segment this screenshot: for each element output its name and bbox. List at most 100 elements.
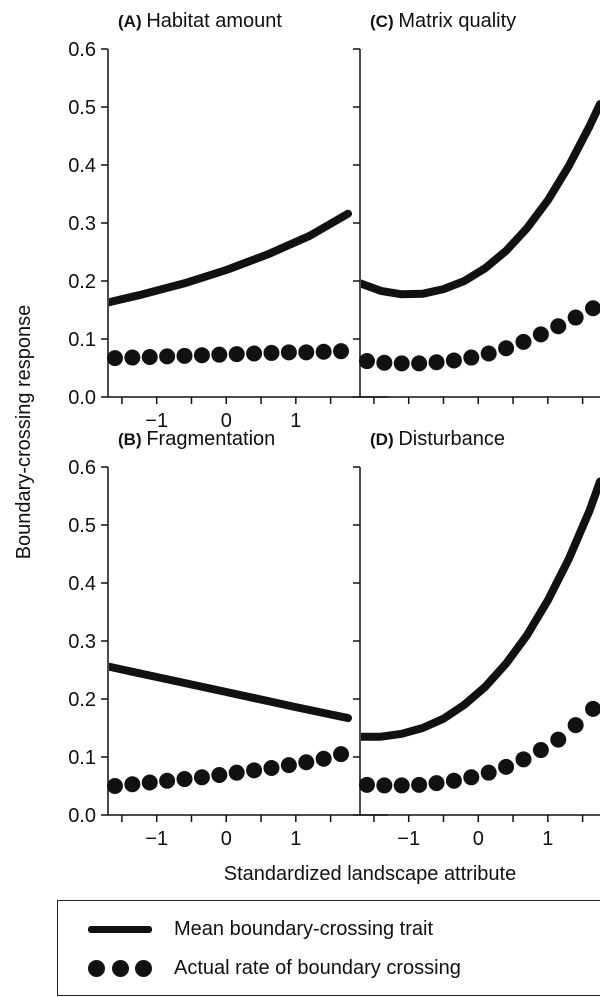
panel-title: (A) Habitat amount (118, 10, 282, 32)
y-tick-label: 0.6 (68, 457, 96, 479)
data-point-crossing-rate (515, 333, 532, 350)
panel-letter: (A) (118, 12, 146, 31)
legend-dots-swatch (88, 959, 152, 977)
data-point-crossing-rate (445, 352, 462, 369)
data-point-crossing-rate (376, 354, 393, 371)
series-line-mean-trait (361, 100, 600, 299)
legend-item-dots: Actual rate of boundary crossing (88, 953, 461, 983)
panels-group: 0.0 0.1 0.2 0.3 0.4 0.5 0.6 −1 0 1 (A) Habitat amo… (68, 10, 600, 850)
y-tick-label: 0.3 (68, 213, 96, 235)
x-tick-label: 0 (473, 828, 484, 850)
data-point-crossing-rate (376, 777, 393, 794)
x-tick-label: 1 (542, 828, 553, 850)
data-point-crossing-rate (567, 717, 584, 734)
data-point-crossing-rate (228, 346, 245, 363)
data-point-crossing-rate (246, 345, 263, 362)
panel-title: (C) Matrix quality (370, 10, 516, 32)
data-point-crossing-rate (411, 776, 428, 793)
data-point-crossing-rate (393, 777, 410, 794)
y-tick-label: 0.3 (68, 631, 96, 653)
x-axis-label: Standardized landscape attribute (224, 863, 516, 885)
data-point-crossing-rate (228, 764, 245, 781)
data-point-crossing-rate (124, 776, 141, 793)
data-point-crossing-rate (193, 347, 210, 364)
x-tick-label: −1 (145, 410, 168, 432)
y-tick-label: 0.5 (68, 515, 96, 537)
data-point-crossing-rate (315, 750, 332, 767)
legend-line-label: Mean boundary-crossing trait (174, 917, 434, 940)
y-tick-label: 0.2 (68, 689, 96, 711)
y-tick-label: 0.4 (68, 573, 96, 595)
data-point-crossing-rate (298, 344, 315, 361)
data-point-crossing-rate (159, 348, 176, 365)
y-tick-label: 0.0 (68, 805, 96, 827)
panel-title-text: Disturbance (398, 428, 505, 450)
data-point-crossing-rate (124, 349, 141, 366)
data-point-crossing-rate (159, 772, 176, 789)
data-point-crossing-rate (585, 300, 600, 317)
data-point-crossing-rate (176, 347, 193, 364)
panel-fragmentation: 0.0 0.1 0.2 0.3 0.4 0.5 0.6 −1 0 1 (B) Fragmentati… (68, 428, 388, 850)
x-tick-label: −1 (145, 828, 168, 850)
y-axis-label: Boundary-crossing response (13, 305, 35, 560)
data-point-crossing-rate (106, 778, 123, 794)
y-tick-label: 0.5 (68, 97, 96, 119)
legend-dots-label: Actual rate of boundary crossing (174, 956, 461, 979)
data-point-crossing-rate (498, 340, 515, 357)
panel-letter: (B) (118, 430, 146, 449)
data-point-crossing-rate (532, 326, 549, 343)
legend-line-swatch (88, 925, 152, 933)
data-point-crossing-rate (585, 700, 600, 717)
data-point-crossing-rate (211, 766, 228, 783)
data-point-crossing-rate (315, 343, 332, 360)
panel-habitat-amount: 0.0 0.1 0.2 0.3 0.4 0.5 0.6 −1 0 1 (A) Habitat amo… (68, 10, 388, 432)
data-point-crossing-rate (333, 343, 350, 360)
data-point-crossing-rate (193, 769, 210, 786)
data-point-crossing-rate (532, 742, 549, 759)
data-point-crossing-rate (411, 355, 428, 372)
y-tick-label: 0.1 (68, 329, 96, 351)
series-line-mean-trait (109, 209, 352, 307)
data-point-crossing-rate (280, 757, 297, 774)
data-point-crossing-rate (393, 355, 410, 372)
panel-letter: (C) (370, 12, 398, 31)
data-point-crossing-rate (550, 318, 567, 335)
data-point-crossing-rate (463, 769, 480, 786)
data-point-crossing-rate (246, 762, 263, 779)
x-tick-label: 1 (290, 410, 301, 432)
series-line-mean-trait (109, 662, 352, 723)
data-point-crossing-rate (263, 344, 280, 361)
data-point-crossing-rate (280, 344, 297, 361)
x-tick-label: −1 (397, 828, 420, 850)
panel-matrix-quality: (C) Matrix quality (353, 10, 600, 404)
data-point-crossing-rate (176, 771, 193, 788)
data-point-crossing-rate (445, 772, 462, 789)
panel-letter: (D) (370, 430, 398, 449)
data-point-crossing-rate (567, 309, 584, 326)
x-tick-label: 1 (290, 828, 301, 850)
y-tick-label: 0.1 (68, 747, 96, 769)
data-point-crossing-rate (463, 349, 480, 366)
y-tick-label: 0.4 (68, 155, 96, 177)
y-tick-label: 0.2 (68, 271, 96, 293)
panel-title: (B) Fragmentation (118, 428, 275, 450)
data-point-crossing-rate (263, 760, 280, 777)
data-point-crossing-rate (428, 775, 445, 792)
data-point-crossing-rate (480, 345, 497, 362)
panel-title-text: Habitat amount (146, 10, 282, 32)
legend: Mean boundary-crossing trait Actual rate… (57, 900, 600, 996)
data-point-crossing-rate (358, 353, 375, 370)
data-point-crossing-rate (498, 758, 515, 775)
legend-item-line: Mean boundary-crossing trait (88, 914, 433, 944)
data-point-crossing-rate (550, 731, 567, 748)
panel-disturbance: −1 0 1 (D) Disturbance (353, 428, 600, 850)
data-point-crossing-rate (141, 348, 158, 365)
panel-title-text: Matrix quality (398, 10, 516, 32)
data-point-crossing-rate (333, 746, 350, 763)
figure-canvas: Boundary-crossing response Standardized … (13, 10, 600, 885)
data-point-crossing-rate (515, 751, 532, 768)
y-tick-label: 0.6 (68, 39, 96, 61)
data-point-crossing-rate (298, 754, 315, 771)
x-tick-label: 0 (221, 828, 232, 850)
data-point-crossing-rate (106, 350, 123, 367)
